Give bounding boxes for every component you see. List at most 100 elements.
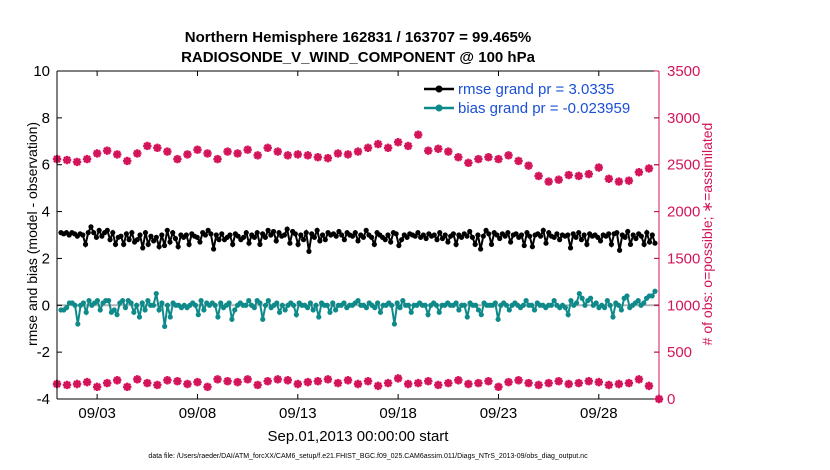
bias-marker bbox=[377, 309, 384, 315]
rmse-marker bbox=[551, 234, 557, 240]
possible-obs-marker bbox=[594, 377, 603, 387]
possible-obs-marker bbox=[504, 377, 513, 387]
bias-marker bbox=[313, 302, 319, 308]
rmse-marker bbox=[543, 240, 549, 246]
rmse-marker bbox=[537, 233, 544, 239]
bias-marker bbox=[576, 290, 582, 297]
possible-obs-marker bbox=[544, 378, 553, 388]
possible-obs-marker bbox=[554, 376, 563, 386]
assimilated-obs-marker bbox=[524, 161, 533, 170]
bias-marker bbox=[218, 300, 224, 306]
possible-obs-marker bbox=[564, 379, 573, 389]
rmse-marker bbox=[311, 234, 318, 240]
possible-obs-marker bbox=[263, 376, 272, 386]
possible-obs-marker bbox=[333, 378, 343, 388]
left-tick-label: -2 bbox=[37, 344, 50, 361]
assimilated-obs-marker bbox=[574, 171, 583, 181]
bias-marker bbox=[531, 307, 538, 313]
bias-marker bbox=[114, 312, 120, 318]
rmse-marker bbox=[458, 234, 465, 240]
assimilated-obs-marker bbox=[584, 169, 593, 179]
rmse-marker bbox=[355, 238, 361, 244]
bias-marker bbox=[461, 302, 468, 308]
possible-obs-marker bbox=[113, 376, 122, 385]
possible-obs-marker bbox=[414, 378, 423, 388]
bias-marker bbox=[150, 302, 157, 308]
bias-marker bbox=[587, 295, 594, 301]
chart-subtitle: RADIOSONDE_V_WIND_COMPONENT @ 100 hPa bbox=[181, 49, 536, 66]
right-tick-label: 0 bbox=[667, 391, 675, 408]
bias-marker bbox=[372, 305, 378, 311]
rmse-marker bbox=[265, 227, 271, 233]
bias-marker bbox=[607, 302, 613, 308]
bias-marker bbox=[573, 300, 580, 306]
possible-obs-marker bbox=[494, 382, 503, 392]
rmse-marker bbox=[126, 237, 132, 243]
bias-marker bbox=[145, 298, 151, 304]
bias-marker bbox=[601, 305, 608, 311]
bias-marker bbox=[324, 302, 330, 308]
rmse-marker bbox=[284, 226, 290, 232]
possible-obs-marker bbox=[444, 378, 453, 388]
right-tick-label: 1000 bbox=[667, 297, 700, 314]
rmse-marker bbox=[486, 231, 492, 237]
assimilated-obs-marker bbox=[143, 141, 152, 151]
rmse-marker bbox=[121, 241, 127, 247]
assimilated-obs-marker bbox=[233, 149, 242, 158]
possible-obs-marker bbox=[393, 374, 403, 383]
assimilated-obs-marker bbox=[193, 145, 202, 154]
left-axis-label: rmse and bias (model - observation) bbox=[24, 122, 40, 346]
rmse-marker bbox=[502, 233, 508, 239]
rmse-marker bbox=[581, 232, 587, 238]
rmse-marker bbox=[295, 241, 301, 247]
bias-marker bbox=[72, 302, 78, 308]
right-tick-label: 500 bbox=[667, 344, 692, 361]
bias-marker bbox=[310, 307, 316, 313]
rmse-marker bbox=[472, 241, 478, 247]
rmse-marker bbox=[164, 227, 170, 233]
assimilated-obs-marker bbox=[283, 151, 292, 160]
rmse-marker bbox=[273, 238, 279, 244]
bias-marker bbox=[363, 305, 370, 311]
bias-marker bbox=[475, 307, 482, 313]
bias-marker bbox=[551, 298, 557, 304]
bias-marker bbox=[332, 307, 339, 313]
bias-marker bbox=[142, 307, 148, 313]
rmse-marker bbox=[505, 230, 511, 236]
bias-marker bbox=[192, 302, 199, 308]
assimilated-obs-marker bbox=[403, 141, 413, 151]
rmse-marker bbox=[434, 237, 440, 243]
bias-marker bbox=[436, 309, 442, 315]
rmse-marker bbox=[412, 233, 418, 239]
possible-obs-marker bbox=[133, 375, 142, 384]
rmse-marker bbox=[88, 224, 94, 230]
bias-marker bbox=[649, 293, 655, 299]
rmse-marker bbox=[161, 242, 168, 249]
right-tick-label: 2500 bbox=[667, 157, 700, 174]
rmse-marker bbox=[123, 231, 129, 237]
bias-marker bbox=[593, 300, 599, 306]
bias-marker bbox=[618, 307, 624, 313]
possible-obs-marker bbox=[574, 378, 583, 388]
rmse-marker bbox=[91, 230, 97, 236]
left-tick-label: 2 bbox=[42, 250, 50, 267]
bias-marker bbox=[80, 300, 87, 306]
rmse-marker bbox=[306, 248, 312, 254]
rmse-marker bbox=[608, 241, 615, 247]
bias-marker bbox=[473, 302, 479, 308]
bias-marker bbox=[265, 298, 271, 304]
rmse-marker bbox=[488, 241, 495, 247]
assimilated-obs-marker bbox=[614, 177, 624, 186]
rmse-marker bbox=[570, 231, 576, 237]
bias-marker bbox=[215, 314, 221, 320]
rmse-marker bbox=[137, 232, 143, 238]
bias-marker bbox=[232, 307, 238, 313]
rmse-marker bbox=[112, 241, 119, 247]
possible-obs-marker bbox=[524, 378, 533, 388]
rmse-marker bbox=[298, 232, 304, 238]
bias-marker bbox=[453, 300, 459, 306]
bias-marker bbox=[162, 323, 168, 329]
bias-marker bbox=[131, 309, 137, 315]
rmse-marker bbox=[497, 235, 503, 242]
possible-obs-marker bbox=[313, 376, 323, 386]
